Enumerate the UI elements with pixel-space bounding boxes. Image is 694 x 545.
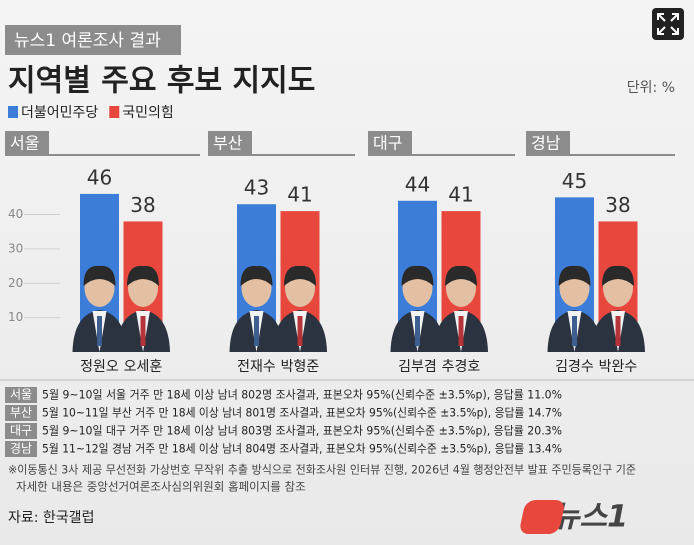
y-tick-label: 10 (8, 310, 23, 324)
candidate-name: 김부겸 (398, 359, 437, 375)
tie (97, 316, 102, 346)
hair (401, 265, 434, 286)
panel-title-box (368, 131, 412, 155)
note-region: 대구 (10, 424, 32, 438)
note-region: 경남 (10, 442, 32, 456)
tie (572, 316, 577, 346)
panel-title: 서울 (10, 134, 39, 153)
candidate-name: 박형준 (281, 359, 320, 375)
unit: 단위: % (627, 80, 675, 96)
candidate-name: 전재수 (237, 359, 276, 375)
panel-title: 부산 (213, 134, 243, 153)
value-label: 45 (562, 169, 587, 193)
y-tick-label: 40 (8, 207, 23, 221)
panel-title: 경남 (531, 134, 561, 153)
candidate-photo (273, 265, 327, 352)
note-text: 5월 9~10일 서울 거주 만 18세 이상 남녀 802명 조사결과, 표본… (42, 388, 562, 402)
tie (415, 316, 420, 346)
tie (254, 316, 259, 346)
value-label: 41 (448, 183, 473, 207)
expand-icon[interactable] (652, 8, 684, 40)
hair (602, 265, 634, 286)
candidate-photo (72, 265, 127, 352)
candidate-photo (547, 265, 602, 352)
candidate-photo (390, 265, 445, 352)
candidate-photo (591, 265, 645, 352)
note-region-box (5, 441, 37, 457)
value-label: 46 (87, 165, 112, 189)
panel-title-box (208, 131, 252, 155)
legend-swatch (109, 106, 120, 118)
candidate-name: 추경호 (442, 359, 481, 375)
tie (615, 316, 621, 346)
note-region-box (5, 387, 37, 403)
source: 자료: 한국갤럽 (8, 510, 94, 526)
candidate-name: 박완수 (599, 359, 638, 375)
tie (140, 316, 146, 346)
legend-label: 국민의힘 (122, 105, 174, 121)
hair (127, 265, 159, 286)
note-region: 부산 (10, 406, 32, 420)
candidate-photo (116, 265, 170, 352)
y-tick-label: 30 (8, 241, 23, 255)
candidate-name: 김경수 (555, 359, 594, 375)
value-label: 38 (605, 193, 630, 217)
candidate-photo (229, 265, 284, 352)
legend-label: 더불어민주당 (21, 105, 98, 121)
value-label: 43 (244, 176, 269, 200)
note-region: 서울 (10, 388, 32, 402)
note-region-box (5, 405, 37, 421)
candidate-name: 오세훈 (124, 359, 163, 375)
candidate-name: 정원오 (80, 359, 119, 375)
logo-text: 뉴스1 (552, 500, 628, 535)
tie (458, 316, 464, 346)
note-line: ※이동통신 3사 제공 무선전화 가상번호 무작위 추출 방식으로 전화조사원 … (8, 463, 636, 477)
note-region-box (5, 423, 37, 439)
expand-glyph (657, 13, 679, 35)
title: 지역별 주요 후보 지지도 (8, 64, 315, 99)
tag: 뉴스1 여론조사 결과 (14, 31, 161, 51)
hair (284, 265, 316, 286)
logo-mark (520, 500, 564, 534)
value-label: 44 (405, 172, 430, 196)
tag-box (5, 25, 181, 55)
panel-title-box (5, 131, 49, 155)
logo: 뉴스1 (520, 500, 628, 535)
hair (445, 265, 477, 286)
panel-title-box (526, 131, 570, 155)
hair (240, 265, 273, 286)
note-text: 5월 11~12일 경남 거주 만 18세 이상 남녀 804명 조사결과, 표… (42, 442, 562, 456)
candidate-photo (434, 265, 488, 352)
note-text: 5월 9~10일 대구 거주 만 18세 이상 남녀 803명 조사결과, 표본… (42, 424, 562, 438)
value-label: 38 (130, 193, 155, 217)
note-line: 자세한 내용은 중앙선거여론조사심의위원회 홈페이지를 참조 (16, 480, 306, 494)
hair (558, 265, 591, 286)
hair (83, 265, 116, 286)
legend-swatch (8, 106, 18, 118)
panel-title: 대구 (373, 134, 402, 153)
value-label: 41 (287, 183, 312, 207)
expand-button[interactable] (652, 8, 684, 40)
tie (297, 316, 303, 346)
y-tick-label: 20 (8, 276, 23, 290)
note-text: 5월 10~11일 부산 거주 만 18세 이상 남녀 801명 조사결과, 표… (42, 406, 562, 420)
